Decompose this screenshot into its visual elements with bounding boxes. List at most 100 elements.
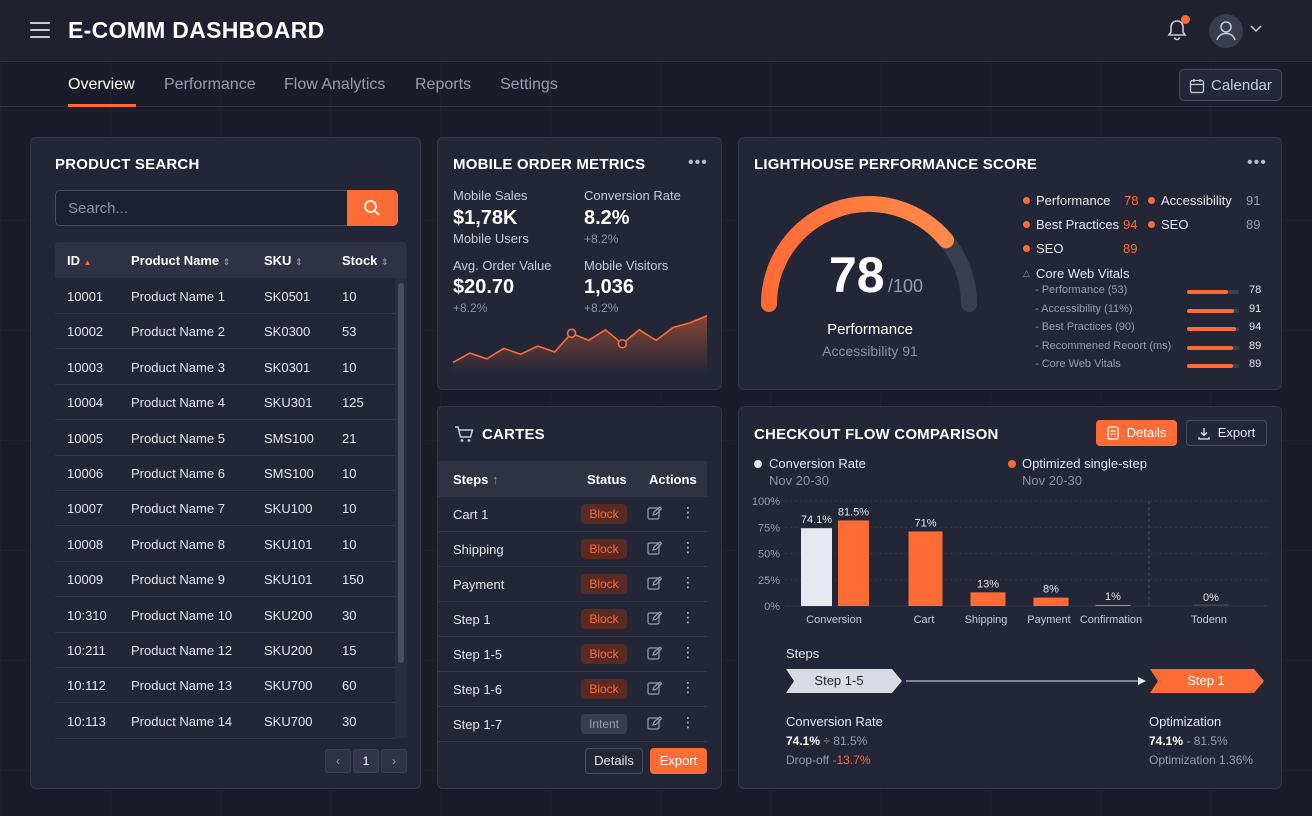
table-row[interactable]: 10007 Product Name 7 SKU100 10 (55, 491, 395, 527)
details-button[interactable]: Details (1096, 420, 1177, 446)
cwv-value: 94 (1249, 321, 1262, 333)
legend-sub: Nov 20-30 (769, 473, 829, 488)
chevron-down-icon[interactable] (1250, 24, 1262, 34)
table-row[interactable]: 10:112 Product Name 13 SKU700 60 (55, 668, 395, 704)
dropoff-value: -13.7% (832, 753, 871, 767)
bar-optimized[interactable] (970, 592, 1006, 606)
sort-icon: ⇕ (222, 257, 231, 267)
search-icon (364, 200, 380, 216)
bell-icon[interactable] (1166, 15, 1190, 44)
current-page-button[interactable]: 1 (353, 749, 379, 773)
table-row[interactable]: 10006 Product Name 6 SMS100 10 (55, 456, 395, 491)
table-row[interactable]: 10:211 Product Name 12 SKU200 15 (55, 633, 395, 668)
tab-settings[interactable]: Settings (500, 76, 558, 93)
panel-title: LIGHTHOUSE PERFORMANCE SCORE (754, 156, 1038, 173)
sparkline-point[interactable] (566, 328, 577, 339)
table-row[interactable]: Cart 1 Block ⋮ (438, 497, 707, 532)
table-row[interactable]: 10003 Product Name 3 SK0301 10 (55, 350, 395, 385)
table-row[interactable]: Step 1-6 Block ⋮ (438, 672, 707, 707)
sparkline-point[interactable] (617, 338, 628, 349)
tab-reports[interactable]: Reports (415, 76, 472, 93)
more-options-icon[interactable]: ⋮ (681, 714, 695, 730)
lighthouse-panel: LIGHTHOUSE PERFORMANCE SCORE ••• 78 /100… (738, 137, 1282, 390)
table-row[interactable]: 10009 Product Name 9 SKU101 150 (55, 562, 395, 598)
cwv-label: - Recommened Reoort (ms) (1035, 339, 1172, 352)
table-row[interactable]: Step 1 Block ⋮ (438, 602, 707, 637)
table-row[interactable]: 10:310 Product Name 10 SKU200 30 (55, 598, 395, 633)
bar-optimized[interactable] (1095, 604, 1131, 606)
edit-icon[interactable] (647, 506, 663, 526)
bar-optimized[interactable] (838, 520, 869, 606)
table-row[interactable]: 10005 Product Name 5 SMS100 21 (55, 421, 395, 456)
checkout-panel: CHECKOUT FLOW COMPARISON Details Export … (738, 406, 1282, 789)
edit-icon[interactable] (647, 681, 663, 701)
export-button[interactable]: Export (650, 748, 707, 774)
table-row[interactable]: 10002 Product Name 2 SK0300 53 (55, 314, 395, 350)
bar-optimized[interactable] (908, 531, 943, 606)
x-tick-label: Todenn (1191, 614, 1227, 626)
table-row[interactable]: Step 1-7 Intent ⋮ (438, 707, 707, 742)
more-options-icon[interactable]: ⋮ (681, 679, 695, 695)
more-options-icon[interactable]: ⋮ (681, 644, 695, 660)
table-row[interactable]: 10004 Product Name 4 SKU301 125 (55, 385, 395, 421)
details-label: Details (1126, 425, 1167, 440)
more-options-icon[interactable]: ⋮ (681, 539, 695, 555)
column-header-id[interactable]: ID ▲ (67, 253, 92, 268)
table-row[interactable]: 10001 Product Name 1 SK0501 10 (55, 279, 395, 314)
edit-icon[interactable] (647, 576, 663, 596)
calendar-label: Calendar (1211, 77, 1272, 94)
more-options-icon[interactable]: ••• (688, 154, 708, 171)
column-header-status[interactable]: Status (587, 472, 627, 487)
table-cell: Product Name 3 (131, 359, 225, 375)
column-header-stock[interactable]: Stock ⇕ (342, 253, 389, 268)
edit-icon[interactable] (647, 646, 663, 666)
avatar[interactable] (1209, 14, 1243, 48)
table-cell: Product Name 4 (131, 395, 225, 411)
step-name: Cart 1 (453, 507, 489, 522)
table-cell: 10005 (67, 430, 104, 446)
table-row[interactable]: Step 1-5 Block ⋮ (438, 637, 707, 672)
tab-performance[interactable]: Performance (164, 76, 256, 93)
column-header-product-name[interactable]: Product Name ⇕ (131, 253, 230, 268)
scrollbar-thumb[interactable] (398, 283, 404, 663)
table-cell: SKU101 (264, 572, 313, 588)
table-cell: 15 (342, 643, 357, 658)
gauge-sub-caption: Accessibility 91 (822, 343, 918, 359)
cwv-collapse-icon[interactable]: △ (1023, 268, 1030, 278)
more-options-icon[interactable]: ••• (1247, 154, 1267, 171)
table-cell: Product Name 13 (131, 678, 233, 694)
checkout-bar-chart: 100% 75% 50% 25% 0% Conversion Cart Shipping Pay… (752, 496, 1267, 626)
status-badge: Block (581, 644, 627, 664)
bar-optimized[interactable] (1033, 597, 1069, 606)
edit-icon[interactable] (647, 716, 663, 736)
step-from[interactable]: Step 1-5 (814, 673, 864, 688)
cartes-panel: CARTES Steps ↑ Status Actions Cart 1 Bloc… (437, 406, 722, 789)
search-button[interactable] (347, 190, 398, 226)
calendar-button[interactable]: Calendar (1179, 69, 1282, 101)
export-button[interactable]: Export (1186, 420, 1267, 446)
details-button[interactable]: Details (585, 748, 643, 774)
next-page-button[interactable]: › (381, 749, 407, 773)
step-to[interactable]: Step 1 (1187, 673, 1225, 688)
edit-icon[interactable] (647, 611, 663, 631)
more-options-icon[interactable]: ⋮ (681, 574, 695, 590)
table-cell: SKU700 (264, 678, 313, 694)
column-header-sku[interactable]: SKU ⇕ (264, 253, 303, 268)
table-row[interactable]: 10:113 Product Name 14 SKU700 30 (55, 704, 395, 739)
menu-icon[interactable] (30, 22, 50, 38)
scrollbar[interactable] (395, 278, 407, 738)
more-options-icon[interactable]: ⋮ (681, 609, 695, 625)
table-row[interactable]: Payment Block ⋮ (438, 567, 707, 602)
edit-icon[interactable] (647, 541, 663, 561)
table-row[interactable]: 10008 Product Name 8 SKU101 10 (55, 527, 395, 562)
bar-conversion-rate[interactable] (801, 528, 832, 606)
tab-flow-analytics[interactable]: Flow Analytics (284, 76, 386, 93)
table-row[interactable]: Shipping Block ⋮ (438, 532, 707, 567)
column-header-steps[interactable]: Steps ↑ (453, 472, 499, 487)
search-input[interactable] (55, 190, 348, 226)
legend-dot (1008, 460, 1016, 468)
prev-page-button[interactable]: ‹ (325, 749, 351, 773)
cwv-progress-fill (1187, 290, 1228, 294)
tab-overview[interactable]: Overview (68, 76, 135, 93)
more-options-icon[interactable]: ⋮ (681, 504, 695, 520)
